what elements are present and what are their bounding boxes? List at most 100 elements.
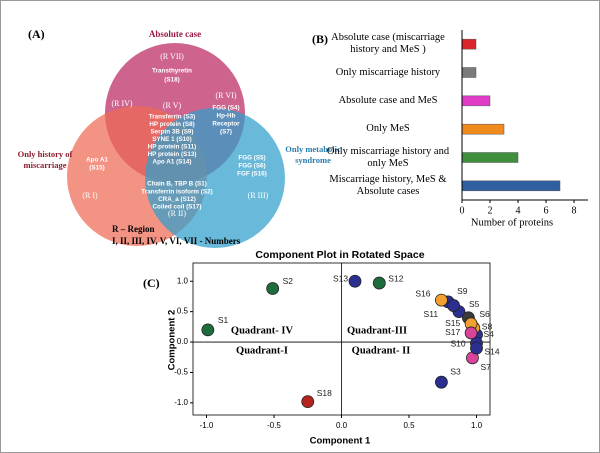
point-label: S10 <box>451 339 466 349</box>
point <box>301 395 315 409</box>
y-tick-label: 0.0 <box>177 337 189 346</box>
region-label: (R IV) <box>111 99 132 108</box>
x-tick-label: 4 <box>516 205 521 216</box>
protein: Serpin 3B (S9) <box>150 129 193 136</box>
point <box>464 326 478 340</box>
point-label: S9 <box>457 286 468 296</box>
category-label: Miscarriage history, MeS & Absolute case… <box>329 173 447 197</box>
protein: HP protein (S8) <box>149 121 194 128</box>
point-label: S8 <box>482 321 493 331</box>
point <box>447 299 460 312</box>
protein: HP protein (S11) <box>148 144 197 151</box>
set-label: syndrome <box>295 155 331 165</box>
quadrant-label: Quadrant- II <box>352 345 411 356</box>
note: R – Region <box>112 224 155 234</box>
protein: Receptor <box>212 121 240 128</box>
point-label: S6 <box>479 309 490 319</box>
protein: SYNE 1 (S10) <box>152 136 192 143</box>
bar <box>461 180 561 192</box>
panel-label: (B) <box>312 32 328 46</box>
protein: Transthyretin <box>152 68 192 75</box>
protein: HP protein (S13) <box>148 151 197 158</box>
point-label: S2 <box>283 276 294 286</box>
x-tick-label: -1.0 <box>200 421 214 430</box>
protein: FGF (S16) <box>237 171 267 178</box>
protein: CRA_a (S12) <box>158 196 196 203</box>
point-label: S17 <box>445 327 460 337</box>
venn: (A) Absolute case Only history of miscar… <box>18 27 341 248</box>
category-label: Only miscarriage history and only MeS <box>326 145 450 169</box>
protein: FGG (S4) <box>212 105 239 112</box>
set-label: Absolute case <box>149 29 201 39</box>
x-tick-label: 1.0 <box>471 421 483 430</box>
protein: Transferrin (S3) <box>149 114 196 121</box>
set-label: Only history of <box>18 149 73 159</box>
protein: Coiled coil (S17) <box>153 204 202 211</box>
point-label: S3 <box>450 366 461 376</box>
protein: (S15) <box>89 165 104 172</box>
point-label: S5 <box>469 299 480 309</box>
point-label: S1 <box>218 315 229 325</box>
protein: Apo A1 (S14) <box>153 159 192 166</box>
protein: FGG (S5) <box>238 155 265 162</box>
point-label: S7 <box>480 362 491 372</box>
point-label: S18 <box>317 388 332 398</box>
x-tick-label: 8 <box>572 205 577 216</box>
x-tick-label: 6 <box>544 205 549 216</box>
point-label: S15 <box>445 318 460 328</box>
point-label: S13 <box>333 273 348 283</box>
point <box>434 375 448 389</box>
x-tick-label: 0 <box>460 205 465 216</box>
bar <box>461 67 477 78</box>
set-label: Only metabolic <box>285 144 341 154</box>
category-label: Only MeS <box>366 123 410 135</box>
point-label: S14 <box>485 346 500 356</box>
y-tick-label: -0.5 <box>174 368 188 377</box>
category-label: Only miscarriage history <box>335 66 441 78</box>
protein: Hp-Hb <box>217 113 236 120</box>
protein: FGG (S6) <box>238 163 265 170</box>
panel-label: (C) <box>143 276 160 290</box>
y-tick-label: 0.5 <box>177 307 189 316</box>
point <box>266 282 280 295</box>
point <box>470 341 483 355</box>
bar <box>461 152 519 163</box>
region-label: (R V) <box>163 101 182 110</box>
x-tick-label: 2 <box>488 205 493 216</box>
point <box>372 276 386 290</box>
point <box>201 323 215 337</box>
region-label: (R II) <box>168 209 186 218</box>
point-label: S4 <box>484 329 495 339</box>
protein: Chain B, TBP B (S1) <box>147 181 207 188</box>
region-label: (R VI) <box>216 91 237 100</box>
protein: (S18) <box>164 77 179 84</box>
protein: (S7) <box>220 129 232 136</box>
chart-title: Component Plot in Rotated Space <box>255 249 424 261</box>
note: I, II, III, IV, V, VI, VII - Numbers <box>112 236 241 246</box>
category-label: Absolute case (miscarriage history and M… <box>331 32 445 56</box>
point <box>434 293 448 307</box>
quadrant-label: Quadrant- IV <box>231 325 294 336</box>
y-tick-label: 1.0 <box>177 276 189 285</box>
point-label: S12 <box>388 273 403 283</box>
set-label: miscarriage <box>24 160 67 170</box>
point-label: S16 <box>415 288 430 298</box>
x-axis-label: Component 1 <box>310 436 371 447</box>
bar <box>461 123 505 135</box>
x-tick-label: -0.5 <box>267 421 281 430</box>
protein: Transferrin isoform (S2) <box>141 189 212 196</box>
y-tick-label: -1.0 <box>174 398 188 407</box>
protein: Apo A1 <box>86 157 108 164</box>
point-label: S11 <box>424 309 439 319</box>
panel-label: (A) <box>28 27 45 41</box>
x-tick-label: 0.0 <box>336 421 348 430</box>
category-label: Absolute case and MeS <box>338 94 438 106</box>
region-label: (R I) <box>82 191 98 200</box>
x-axis-label: Number of proteins <box>471 217 553 228</box>
x-tick-label: 0.5 <box>403 421 415 430</box>
point <box>348 274 362 288</box>
quadrant-label: Quadrant-III <box>347 325 407 336</box>
quadrant-label: Quadrant-I <box>236 345 288 356</box>
